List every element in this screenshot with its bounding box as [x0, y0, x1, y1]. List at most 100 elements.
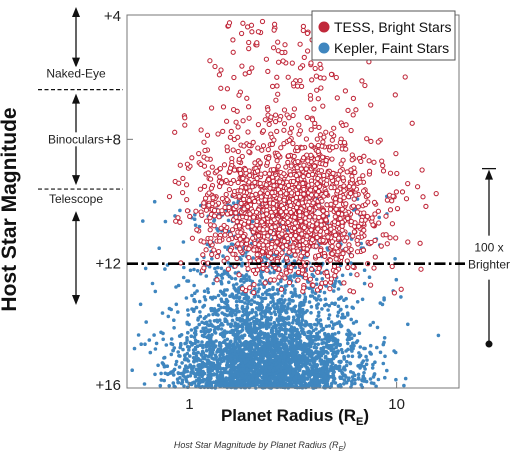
kepler-point: [365, 358, 369, 362]
tess-point: [243, 214, 249, 221]
kepler-point: [201, 364, 205, 369]
kepler-point: [371, 375, 376, 379]
kepler-point: [291, 367, 295, 372]
tess-point: [398, 286, 404, 292]
tess-point: [367, 282, 374, 288]
kepler-point: [230, 318, 235, 323]
kepler-point: [226, 364, 230, 368]
kepler-point: [188, 363, 192, 367]
kepler-point: [234, 332, 238, 337]
kepler-point: [258, 279, 262, 283]
tess-point: [274, 128, 280, 135]
kepler-point: [300, 364, 304, 369]
kepler-point: [210, 257, 214, 261]
kepler-point: [226, 359, 230, 364]
kepler-point: [317, 350, 322, 355]
kepler-point: [317, 368, 321, 373]
tess-point: [234, 219, 240, 225]
tess-point: [298, 166, 304, 172]
tess-point: [275, 59, 282, 65]
kepler-point: [235, 377, 240, 382]
tess-point: [290, 140, 296, 147]
kepler-point: [231, 294, 235, 298]
kepler-point: [139, 342, 143, 347]
kepler-point: [293, 289, 297, 294]
tess-point: [203, 207, 210, 213]
kepler-point: [246, 354, 251, 358]
kepler-point: [235, 303, 239, 308]
kepler-point: [138, 302, 143, 307]
kepler-point: [213, 295, 218, 300]
kepler-point: [157, 246, 161, 250]
tess-point: [376, 220, 382, 226]
kepler-point: [287, 335, 292, 339]
kepler-point: [204, 274, 209, 278]
tess-point: [230, 147, 236, 153]
tess-point: [282, 275, 288, 281]
kepler-point: [256, 289, 260, 294]
kepler-point: [264, 383, 268, 388]
kepler-point: [272, 320, 277, 325]
kepler-point: [130, 368, 134, 373]
kepler-point: [152, 333, 156, 337]
kepler-point: [293, 304, 298, 309]
tess-point: [252, 179, 258, 186]
kepler-point: [248, 378, 252, 383]
kepler-point: [321, 368, 325, 373]
kepler-point: [301, 301, 306, 306]
kepler-point: [368, 323, 373, 327]
kepler-point: [190, 367, 194, 372]
kepler-point: [215, 227, 219, 231]
tess-point: [342, 88, 349, 94]
kepler-point: [194, 354, 199, 358]
kepler-point: [371, 320, 376, 325]
kepler-point: [385, 368, 389, 373]
kepler-point: [241, 309, 245, 314]
kepler-point: [261, 359, 266, 364]
kepler-point: [180, 361, 184, 365]
tess-point: [343, 146, 349, 152]
kepler-point: [356, 372, 361, 377]
tess-point: [384, 197, 391, 203]
kepler-point: [176, 310, 180, 314]
kepler-point: [319, 324, 324, 328]
kepler-point: [329, 384, 334, 389]
kepler-point: [316, 383, 321, 388]
tess-point: [380, 162, 386, 169]
kepler-point: [201, 305, 205, 309]
kepler-point: [280, 294, 285, 298]
tess-point: [196, 150, 202, 157]
kepler-point: [214, 270, 218, 274]
kepler-point: [186, 330, 190, 335]
tess-point: [228, 128, 234, 135]
tess-point: [287, 130, 293, 136]
tess-point: [350, 233, 356, 239]
kepler-point: [147, 338, 152, 342]
tess-point: [219, 195, 226, 202]
tess-point: [345, 264, 351, 271]
kepler-point: [160, 311, 165, 315]
kepler-point: [304, 358, 309, 363]
zone-label: Binoculars: [48, 132, 104, 146]
kepler-point: [215, 358, 219, 363]
tess-point: [366, 168, 373, 174]
kepler-point: [206, 328, 210, 333]
tess-point: [279, 49, 285, 56]
kepler-point: [255, 362, 259, 367]
kepler-point: [345, 359, 349, 364]
tess-point: [205, 170, 211, 176]
kepler-point: [230, 369, 234, 374]
kepler-point: [225, 337, 230, 342]
kepler-point: [148, 350, 153, 355]
tess-point: [230, 37, 236, 43]
kepler-point: [376, 377, 381, 382]
tess-point: [314, 87, 320, 93]
tess-point: [274, 158, 280, 164]
tess-point: [300, 23, 307, 30]
tess-point: [286, 249, 292, 255]
kepler-point: [182, 265, 186, 270]
kepler-point: [197, 369, 201, 374]
kepler-point: [333, 381, 338, 385]
tess-point: [320, 103, 326, 109]
kepler-point: [317, 310, 321, 315]
